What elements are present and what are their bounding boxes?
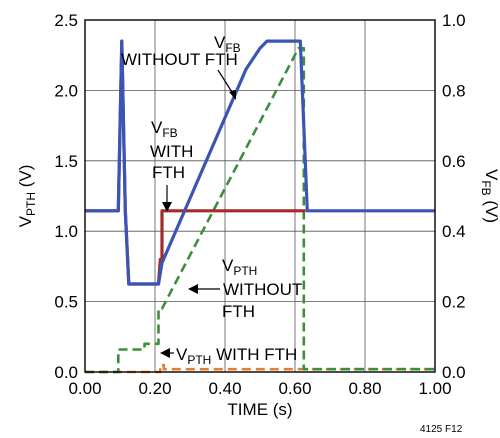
x-tick-label: 1.00: [418, 379, 451, 398]
series-line-vfb-without-fth: [85, 39, 435, 286]
y-right-axis-title: VFB (V): [479, 169, 500, 223]
y-right-tick-label: 0.6: [442, 152, 466, 171]
y-left-tick-label: 1.0: [54, 222, 78, 241]
annotation-vpth-without-fth-line2: WITHOUT: [223, 280, 302, 299]
y-left-tick-label: 0.0: [54, 363, 78, 382]
y-right-tick-label: 0.0: [442, 363, 466, 382]
figure-id: 4125 F12: [420, 424, 463, 435]
x-axis-title: TIME (s): [227, 400, 292, 419]
y-left-tick-label: 1.5: [54, 152, 78, 171]
annotation-arrowhead: [229, 90, 236, 100]
y-left-tick-label: 2.5: [54, 11, 78, 30]
x-tick-label: 0.80: [348, 379, 381, 398]
plot-frame: [84, 19, 436, 373]
annotation-vfb-with-fth-line2: WITH: [150, 142, 193, 161]
grid: [85, 20, 435, 372]
x-tick-label: 0.60: [278, 379, 311, 398]
annotation-vpth-without-fth-line3: FTH: [222, 302, 255, 321]
y-right-tick-label: 0.4: [442, 222, 466, 241]
annotation-arrowhead: [162, 202, 172, 212]
x-tick-label: 0.00: [68, 379, 101, 398]
annotations: VFB WITHOUT FTH VFB WITH FTH VPTH WITHOU…: [121, 33, 302, 367]
y-right-tick-label: 0.2: [442, 293, 466, 312]
x-tick-label: 0.20: [138, 379, 171, 398]
y-left-tick-label: 0.5: [54, 293, 78, 312]
y-right-tick-label: 1.0: [442, 11, 466, 30]
x-tick-label: 0.40: [208, 379, 241, 398]
annotation-vpth-with-fth: VPTH WITH FTH: [176, 345, 297, 367]
annotation-vfb-with-fth-line3: FTH: [152, 163, 185, 182]
annotation-arrowhead: [188, 284, 198, 294]
y-right-tick-label: 0.8: [442, 81, 466, 100]
annotation-arrowhead: [160, 348, 170, 358]
ticks: 0.00 0.20 0.40 0.60 0.80 1.000.00.51.01.52.02…: [54, 11, 465, 398]
y-left-tick-label: 2.0: [54, 81, 78, 100]
annotation-vpth-without-fth-line1: VPTH: [222, 256, 257, 278]
annotation-vfb-without-fth-line2: WITHOUT FTH: [121, 50, 238, 69]
